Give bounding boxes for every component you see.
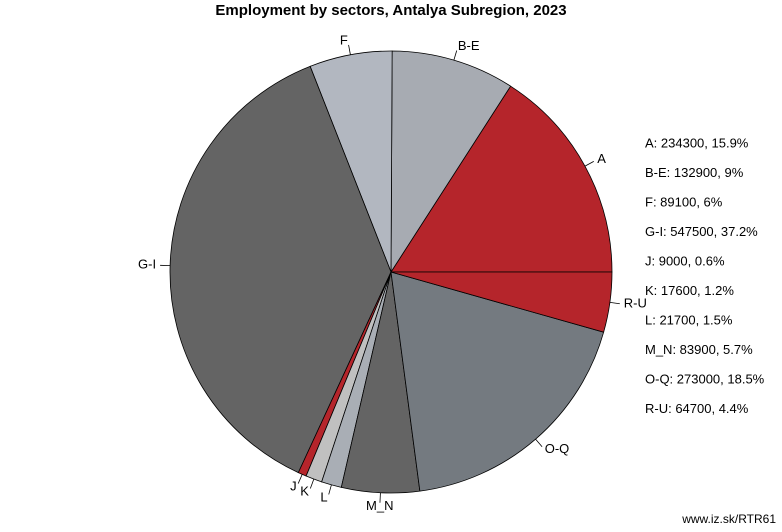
legend-entry: J: 9000, 0.6%: [645, 253, 725, 268]
slice-label: B-E: [458, 38, 480, 53]
legend-entry: R-U: 64700, 4.4%: [645, 401, 749, 416]
pie-slice: [390, 271, 605, 492]
label-tick: [453, 50, 458, 61]
slice-label: O-Q: [545, 441, 570, 456]
source: www.iz.sk/RTR61: [681, 512, 776, 526]
label-tick: [348, 44, 351, 55]
legend-entry: G-I: 547500, 37.2%: [645, 224, 758, 239]
label-tick: [584, 161, 594, 167]
pie-slice: [390, 271, 613, 333]
slice-label: R-U: [624, 296, 647, 311]
pie-slice: [390, 85, 613, 273]
slice-label: J: [290, 479, 297, 494]
label-tick: [328, 484, 332, 495]
label-tick: [535, 438, 543, 447]
label-tick: [609, 301, 620, 305]
slice-label: K: [300, 484, 309, 499]
legend-entry: F: 89100, 6%: [645, 194, 723, 209]
label-tick: [309, 478, 315, 489]
legend-entry: O-Q: 273000, 18.5%: [645, 371, 765, 386]
legend-entry: M_N: 83900, 5.7%: [645, 342, 753, 357]
legend-entry: K: 17600, 1.2%: [645, 283, 734, 298]
slice-label: G-I: [138, 257, 156, 272]
pie-slice: [169, 65, 392, 474]
label-tick: [297, 474, 303, 484]
chart-title: Employment by sectors, Antalya Subregion…: [215, 2, 566, 19]
slice-label: M_N: [366, 498, 393, 513]
legend-entry: B-E: 132900, 9%: [645, 165, 744, 180]
slice-label: F: [340, 32, 348, 47]
legend-entry: L: 21700, 1.5%: [645, 312, 733, 327]
slice-label: A: [597, 151, 606, 166]
pie-slice: [390, 50, 512, 274]
slice-label: L: [320, 490, 327, 505]
legend-entry: A: 234300, 15.9%: [645, 135, 749, 150]
